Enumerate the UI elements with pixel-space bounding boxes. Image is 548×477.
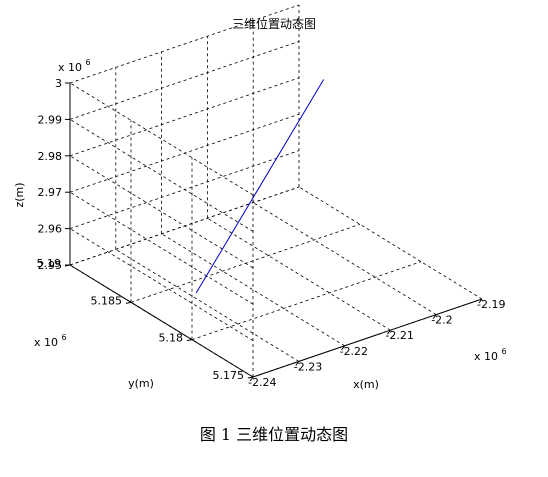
x-multiplier: x 10 6 — [474, 347, 507, 363]
z-tick-label: 2.98 — [38, 150, 63, 163]
z-axis-label: z(m) — [13, 182, 26, 207]
z-tick-label: 2.95 — [38, 259, 63, 272]
x-tick — [386, 329, 391, 335]
y-axis-line — [69, 264, 254, 378]
x-axis-label: x(m) — [353, 378, 379, 391]
x-tick-label: -2.19 — [477, 298, 505, 311]
y-axis-label: y(m) — [128, 377, 154, 390]
z-tick-label: 3 — [55, 77, 62, 90]
y-tick-label: 5.185 — [91, 294, 123, 307]
y-tick — [125, 301, 132, 304]
grid-line-backwall-z — [69, 4, 300, 84]
z-multiplier: x 10 6 — [58, 58, 91, 74]
z-tick-label: 2.96 — [38, 223, 63, 236]
y-multiplier: x 10 6 — [34, 333, 67, 349]
z-tick-label: 2.97 — [38, 186, 63, 199]
x-tick-label: -2.2 — [431, 314, 452, 327]
x-tick-label: -2.23 — [294, 360, 322, 373]
x-axis-line — [252, 298, 483, 378]
x-tick-label: -2.22 — [340, 345, 368, 358]
y-tick-label: 5.18 — [159, 332, 184, 345]
grid-line-sidewall-z — [69, 228, 254, 341]
figure-caption: 图 1 三维位置动态图 — [199, 425, 349, 444]
x-tick — [478, 298, 483, 304]
grid-line-floor-x — [298, 186, 483, 300]
chart-3d-plot: -2.24 -2.23 -2.22 -2.21 -2.2 -2.19 5.175 5.18 5.… — [13, 4, 507, 391]
grid-line-backwall-z — [69, 77, 300, 157]
y-tick-label: 5.175 — [213, 369, 245, 382]
x-tick — [249, 376, 254, 382]
grid-line-floor-x — [115, 249, 300, 362]
x-tick — [341, 345, 346, 351]
chart-title: 三维位置动态图 — [232, 16, 316, 31]
y-tick — [247, 376, 254, 379]
grid-line-floor-x — [252, 202, 437, 315]
z-tick-label: 2.99 — [38, 113, 63, 126]
data-series-line — [195, 79, 325, 294]
x-tick — [295, 361, 300, 366]
grid-line-floor-x — [207, 217, 391, 331]
x-tick-label: -2.21 — [385, 329, 413, 342]
y-tick — [186, 339, 193, 342]
grid-line-backwall-z — [69, 41, 300, 120]
y-tick-label: 5.19 — [37, 257, 62, 270]
x-tick — [432, 314, 437, 319]
x-tick-label: -2.24 — [248, 376, 276, 389]
grid-line-floor-y — [191, 261, 422, 341]
